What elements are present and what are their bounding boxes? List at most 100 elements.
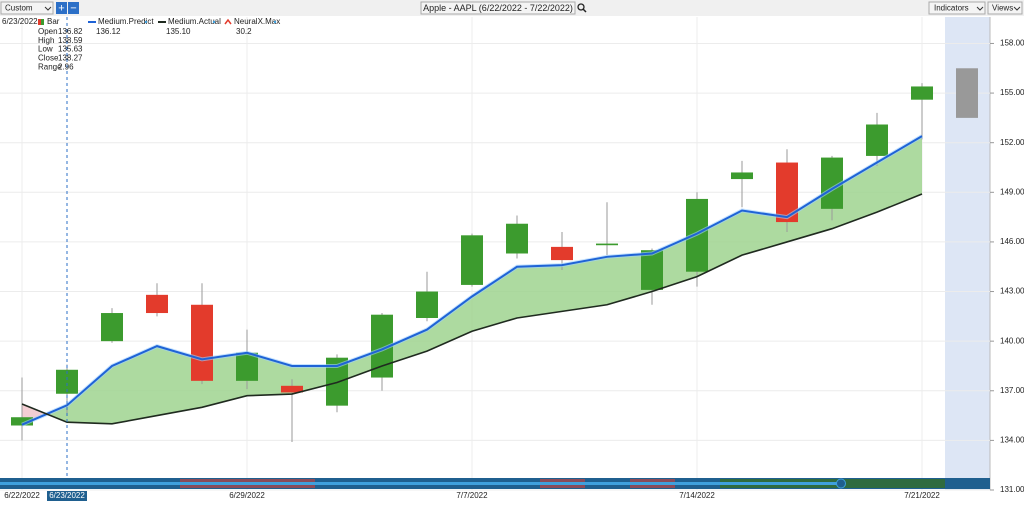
y-tick-label: 137.00 [1000, 386, 1024, 395]
legend-dot [212, 20, 216, 24]
candle-body [281, 385, 303, 393]
x-tick-label: 7/7/2022 [456, 491, 488, 500]
zoom-out-button[interactable] [68, 2, 79, 14]
x-tick-highlight [47, 491, 87, 501]
title-box [420, 1, 576, 15]
chart-title: Apple - AAPL (6/22/2022 - 7/22/2022) [423, 3, 573, 13]
spread-fill [292, 365, 337, 395]
spread-fill [337, 349, 382, 383]
hover-field-value: 138.59 [58, 36, 83, 45]
y-tick-label: 143.00 [1000, 287, 1024, 296]
legend-label: Bar [47, 17, 60, 26]
spread-fill [832, 162, 877, 229]
legend-readout: 136.12 [96, 27, 121, 36]
candle-body [551, 246, 573, 261]
x-tick-label: 6/23/2022 [49, 491, 85, 500]
spread-fill [607, 253, 652, 305]
line [21, 135, 923, 426]
candle-body [596, 243, 618, 246]
y-tick-label: 146.00 [1000, 237, 1024, 246]
spread-fill [472, 266, 517, 332]
spread-fill [382, 329, 427, 366]
hover-field-label: Close [38, 54, 59, 63]
hover-field-value: 2.96 [58, 62, 74, 71]
spread-fill [787, 189, 832, 242]
views-label[interactable]: Views [992, 4, 1013, 13]
grid: 158.00 155.00 152.00 149.00 146.00 143.00 140.… [0, 17, 1024, 501]
y-tick-label: 152.00 [1000, 138, 1024, 147]
search-icon-handle [582, 8, 587, 13]
hover-field-label: Low [38, 45, 53, 54]
legend-swatch [224, 18, 232, 25]
views-dropdown[interactable] [987, 1, 1023, 15]
legend-dot [144, 20, 148, 24]
y-tick-label: 158.00 [1000, 39, 1024, 48]
legend-readout: 135.10 [166, 27, 191, 36]
scrollbar-track [0, 482, 840, 485]
dropdown-arrow [976, 6, 984, 11]
candle-body [461, 235, 483, 285]
candle-body [866, 124, 888, 156]
x-tick-label: 6/29/2022 [229, 491, 265, 500]
y-tick-label: 149.00 [1000, 187, 1024, 196]
x-tick-label: 6/22/2022 [4, 491, 40, 500]
candle-body [101, 313, 123, 342]
hover-field-label: Open [38, 27, 58, 36]
legend-label: NeuralX.Max [234, 17, 280, 26]
forecast-range [956, 68, 978, 118]
hover-date: 6/23/2022 [2, 17, 38, 26]
x-tick-label: 7/21/2022 [904, 491, 940, 500]
hover-field-value: 135.63 [58, 45, 83, 54]
hover-field-value: 138.27 [58, 54, 83, 63]
dropdown-arrow [1013, 6, 1021, 11]
scrollbar-handle[interactable] [836, 478, 846, 489]
spread-fill [562, 256, 607, 312]
legend-readout: 30.2 [236, 27, 252, 36]
preset-dropdown[interactable] [0, 1, 54, 15]
candle-body [641, 250, 663, 290]
candle-body [506, 223, 528, 254]
indicators-label[interactable]: Indicators [934, 4, 969, 13]
spread-fill [67, 365, 112, 424]
indicators-dropdown[interactable] [928, 1, 986, 15]
candle-body [11, 417, 33, 426]
hover-field-label: High [38, 36, 54, 45]
spread-fill [877, 136, 922, 213]
candle-body [146, 294, 168, 314]
spread-fill [202, 352, 247, 408]
candle-body [776, 162, 798, 223]
y-tick-label: 155.00 [1000, 88, 1024, 97]
legend-dot [273, 20, 277, 24]
legend-label: Medium.Actual [168, 17, 221, 26]
spread-fill [517, 265, 562, 318]
dropdown-arrow [44, 6, 52, 11]
spread-fill [742, 210, 787, 256]
search-icon[interactable] [577, 3, 585, 11]
candle-body [236, 352, 258, 381]
legend-label: Medium.Predict [98, 17, 154, 26]
zoom-in-button[interactable] [56, 2, 67, 14]
x-tick-label: 7/14/2022 [679, 491, 715, 500]
zoom-in-label[interactable]: + [58, 2, 64, 14]
y-tick-label: 131.00 [1000, 485, 1024, 494]
plot [11, 17, 978, 490]
spread-fill [427, 296, 472, 352]
y-tick-label: 134.00 [1000, 435, 1024, 444]
legend-swatch [38, 19, 41, 25]
line [21, 193, 923, 425]
preset-label[interactable]: Custom [5, 4, 33, 13]
spread-fill [157, 346, 202, 416]
spread-fill [652, 233, 697, 292]
candle-body [371, 314, 393, 378]
candle-body [731, 172, 753, 180]
candle-body [191, 304, 213, 381]
spread-fill [112, 346, 157, 424]
candle-body [416, 291, 438, 318]
zoom-out-label[interactable]: − [70, 2, 76, 14]
hover-field-label: Range [38, 62, 62, 71]
candle-body [56, 369, 78, 394]
candle-body [821, 157, 843, 209]
hover-field-value: 136.82 [58, 27, 83, 36]
legend-swatch [41, 19, 44, 25]
